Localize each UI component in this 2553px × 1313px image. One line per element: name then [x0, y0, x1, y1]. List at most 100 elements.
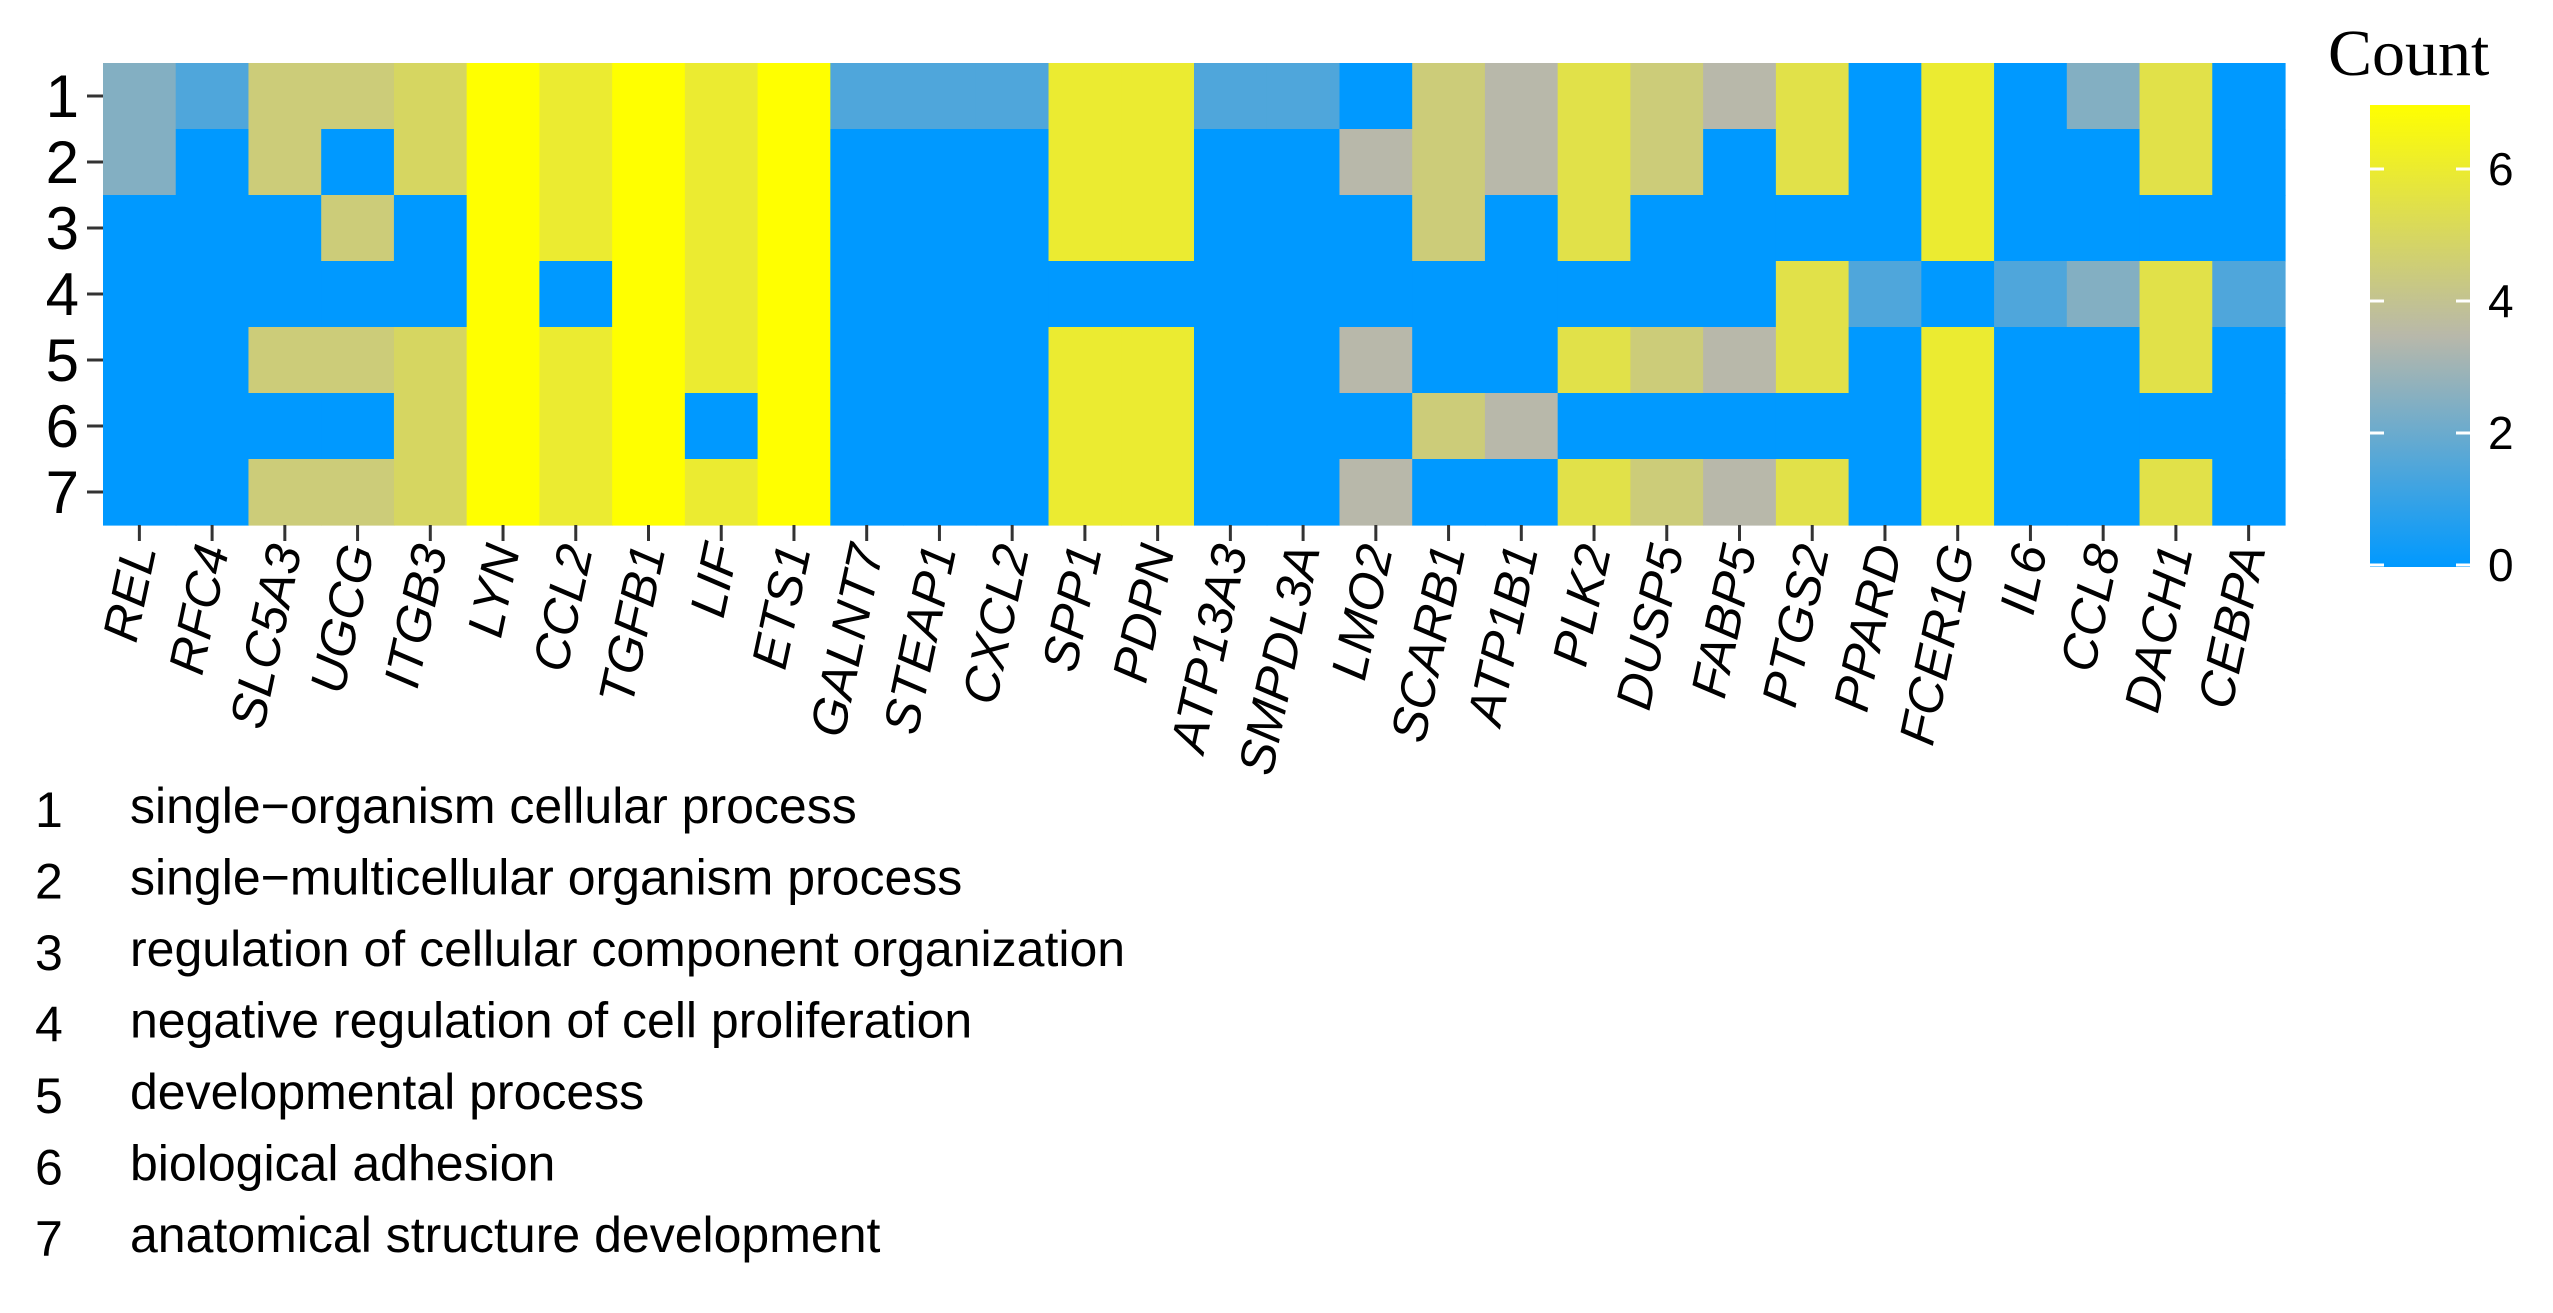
- heatmap-cell: [103, 459, 177, 526]
- heatmap-cell: [1194, 195, 1268, 262]
- legend-tick-label: 6: [2488, 143, 2514, 195]
- heatmap-cell: [466, 459, 540, 526]
- heatmap-cell: [2139, 327, 2213, 394]
- heatmap-cell: [2212, 63, 2286, 130]
- heatmap-cell: [2212, 261, 2286, 328]
- heatmap-cell: [103, 393, 177, 460]
- description-text: developmental process: [130, 1064, 644, 1120]
- row-label: 3: [46, 195, 79, 262]
- heatmap-cell: [684, 63, 759, 130]
- row-label: 2: [46, 129, 79, 196]
- heatmap-cell: [1339, 459, 1413, 526]
- heatmap-cell: [175, 195, 250, 262]
- heatmap-cell: [2066, 459, 2141, 526]
- heatmap-cell: [757, 327, 831, 394]
- heatmap-cell: [1266, 63, 1341, 130]
- heatmap-cell: [1994, 261, 2068, 328]
- heatmap-cell: [393, 63, 468, 130]
- heatmap-cell: [1775, 195, 1850, 262]
- heatmap-cell: [2066, 195, 2141, 262]
- heatmap-cell: [1557, 195, 1631, 262]
- heatmap-cell: [1339, 63, 1413, 130]
- heatmap-cell: [1630, 327, 1704, 394]
- heatmap-cell: [1412, 195, 1486, 262]
- heatmap-cell: [466, 129, 540, 196]
- heatmap-cell: [903, 327, 977, 394]
- heatmap-cell: [466, 63, 540, 130]
- heatmap-cell: [1121, 129, 1195, 196]
- heatmap-cell: [103, 63, 177, 130]
- heatmap-cell: [1921, 261, 1995, 328]
- heatmap-cell: [1994, 327, 2068, 394]
- heatmap-cell: [757, 459, 831, 526]
- row-descriptions: 1 single−organism cellular process 2 single…: [35, 778, 1125, 1267]
- heatmap-cell: [1484, 459, 1559, 526]
- heatmap-cell: [684, 393, 759, 460]
- heatmap-cell: [1194, 261, 1268, 328]
- heatmap-cell: [1121, 327, 1195, 394]
- heatmap-cell: [248, 393, 322, 460]
- heatmap-cell: [321, 327, 395, 394]
- column-label: IL6: [1989, 539, 2058, 619]
- heatmap-cell: [1630, 63, 1704, 130]
- heatmap-cell: [321, 129, 395, 196]
- heatmap-cell: [1994, 195, 2068, 262]
- heatmap-cell: [1848, 327, 1922, 394]
- description-number: 2: [35, 854, 63, 910]
- heatmap-cell: [903, 63, 977, 130]
- heatmap-cell: [103, 195, 177, 262]
- heatmap-cell: [1339, 393, 1413, 460]
- description-number: 3: [35, 925, 63, 981]
- heatmap-cell: [684, 459, 759, 526]
- column-label: SPP1: [1031, 540, 1112, 677]
- heatmap-cell: [903, 129, 977, 196]
- heatmap-cell: [830, 195, 904, 262]
- heatmap-cell: [1484, 393, 1559, 460]
- heatmap-cell: [393, 261, 468, 328]
- heatmap-cell: [1703, 63, 1777, 130]
- heatmap-cell: [1412, 63, 1486, 130]
- heatmap-cell: [1994, 63, 2068, 130]
- heatmap-cell: [757, 195, 831, 262]
- heatmap-cell: [1484, 195, 1559, 262]
- heatmap-cell: [1121, 195, 1195, 262]
- heatmap-cell: [175, 63, 250, 130]
- heatmap-cell: [539, 327, 613, 394]
- heatmap-cell: [1412, 129, 1486, 196]
- heatmap-cell: [1484, 327, 1559, 394]
- column-label: LMO2: [1321, 539, 1404, 684]
- heatmap-cell: [1703, 129, 1777, 196]
- heatmap-cell: [1412, 261, 1486, 328]
- column-label: ITGB3: [373, 539, 458, 692]
- legend-tick-label: 0: [2488, 539, 2514, 591]
- heatmap-cell: [1994, 459, 2068, 526]
- heatmap-cell: [248, 63, 322, 130]
- column-label: LIF: [679, 537, 749, 622]
- heatmap-cell: [1775, 261, 1850, 328]
- heatmap-cell: [1048, 261, 1122, 328]
- heatmap-cell: [1194, 459, 1268, 526]
- description-text: regulation of cellular component organiz…: [130, 921, 1125, 977]
- heatmap-cell: [321, 195, 395, 262]
- description-text: single−organism cellular process: [130, 778, 857, 834]
- column-label: LYN: [457, 539, 531, 642]
- legend-tick-label: 4: [2488, 275, 2514, 327]
- row-label: 5: [46, 327, 79, 394]
- heatmap-cell: [684, 129, 759, 196]
- heatmap-cell: [2212, 129, 2286, 196]
- heatmap-cell: [1557, 63, 1631, 130]
- heatmap-cell: [1266, 195, 1341, 262]
- heatmap-cell: [757, 393, 831, 460]
- description-text: anatomical structure development: [130, 1207, 880, 1263]
- heatmap-cell: [1266, 459, 1341, 526]
- heatmap-cell: [103, 327, 177, 394]
- heatmap-cell: [103, 129, 177, 196]
- description-text: single−multicellular organism process: [130, 850, 962, 906]
- heatmap-cell: [612, 459, 686, 526]
- heatmap-cell: [757, 129, 831, 196]
- heatmap-cell: [1775, 393, 1850, 460]
- column-label: TGFB1: [588, 540, 676, 709]
- heatmap-cell: [321, 459, 395, 526]
- heatmap-cell: [1848, 129, 1922, 196]
